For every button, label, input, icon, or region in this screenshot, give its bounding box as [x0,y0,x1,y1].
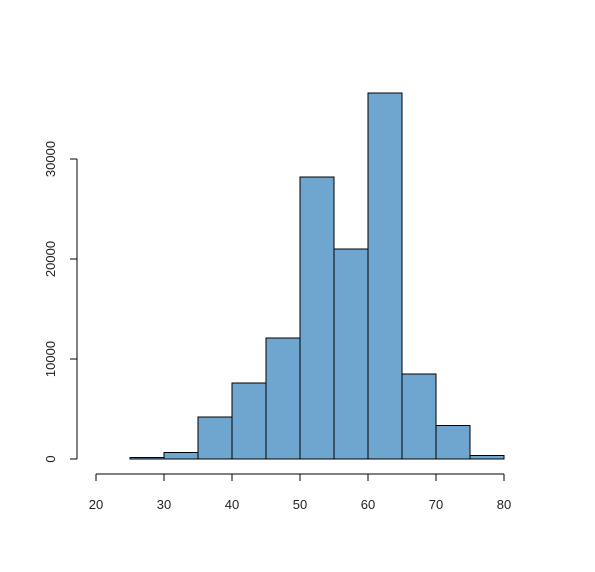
histogram-bar [367,92,403,460]
histogram-bar [231,382,267,460]
histogram-bar [333,248,369,460]
y-tick-label: 30000 [43,141,58,177]
x-tick-label: 40 [225,497,239,512]
x-tick-label: 80 [497,497,511,512]
x-tick-label: 70 [429,497,443,512]
histogram-bar [469,455,505,460]
histogram-bar [163,452,199,460]
histogram-bar [197,416,233,460]
histogram-bar [265,337,301,460]
x-tick-label: 20 [89,497,103,512]
y-tick-label: 10000 [43,341,58,377]
x-tick-label: 50 [293,497,307,512]
histogram-bar [401,373,437,460]
histogram-bar [435,425,471,460]
bars-group [129,92,505,460]
histogram-bar [129,457,165,460]
x-tick-label: 30 [157,497,171,512]
x-tick-label: 60 [361,497,375,512]
x-axis: 20 30 40 50 60 70 80 [89,473,511,512]
histogram-bar [299,176,335,460]
y-tick-label: 20000 [43,241,58,277]
y-axis: 0 10000 20000 30000 [43,141,78,463]
y-tick-label: 0 [43,455,58,462]
